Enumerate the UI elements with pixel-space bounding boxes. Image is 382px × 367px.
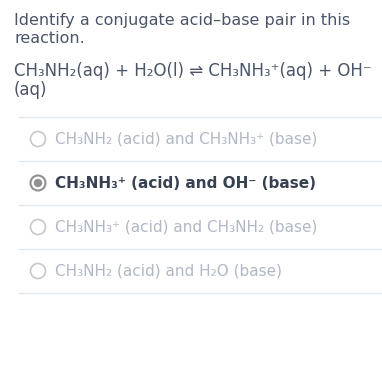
Text: CH₃NH₃⁺ (acid) and OH⁻ (base): CH₃NH₃⁺ (acid) and OH⁻ (base) <box>55 175 316 190</box>
Text: Identify a conjugate acid–base pair in this: Identify a conjugate acid–base pair in t… <box>14 13 350 28</box>
Text: reaction.: reaction. <box>14 31 85 46</box>
Text: CH₃NH₂ (acid) and H₂O (base): CH₃NH₂ (acid) and H₂O (base) <box>55 264 282 279</box>
Text: CH₃NH₂(aq) + H₂O(l) ⇌ CH₃NH₃⁺(aq) + OH⁻: CH₃NH₂(aq) + H₂O(l) ⇌ CH₃NH₃⁺(aq) + OH⁻ <box>14 62 372 80</box>
Text: CH₃NH₃⁺ (acid) and CH₃NH₂ (base): CH₃NH₃⁺ (acid) and CH₃NH₂ (base) <box>55 219 317 235</box>
Text: CH₃NH₂ (acid) and CH₃NH₃⁺ (base): CH₃NH₂ (acid) and CH₃NH₃⁺ (base) <box>55 131 317 146</box>
Circle shape <box>34 179 42 186</box>
Text: (aq): (aq) <box>14 81 47 99</box>
